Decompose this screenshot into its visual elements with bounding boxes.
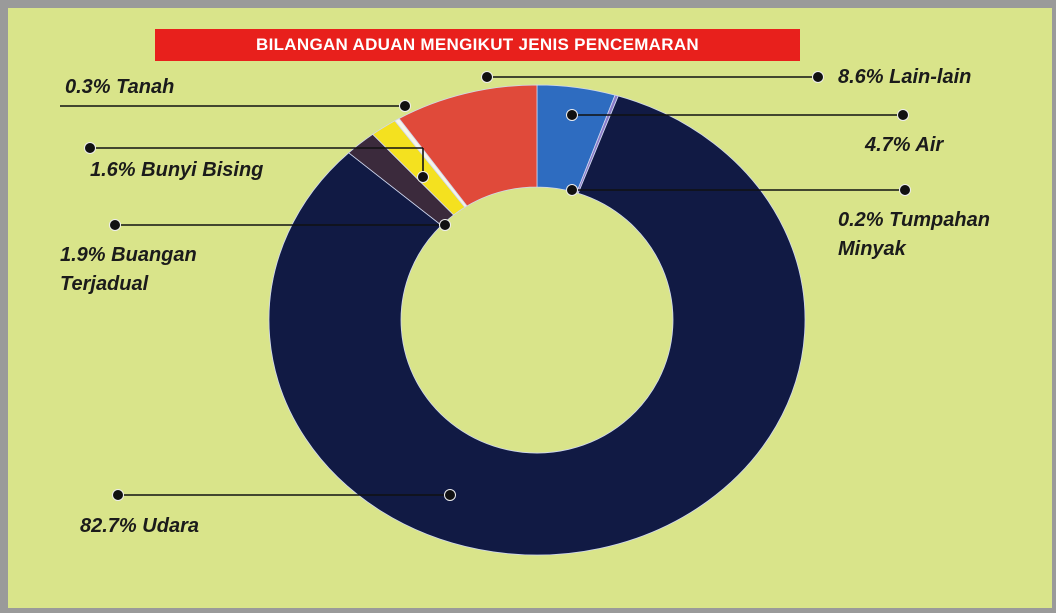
leader-dot xyxy=(899,184,911,196)
donut-segment xyxy=(398,84,538,207)
category-label: Air xyxy=(915,134,944,156)
leader-dot xyxy=(399,100,411,112)
value-label: 0.3% xyxy=(65,76,111,98)
leader-dot xyxy=(444,489,456,501)
leader-dot xyxy=(566,109,578,121)
leader-dot xyxy=(566,184,578,196)
leader-dot xyxy=(109,219,121,231)
category-label: Buangan Terjadual xyxy=(60,244,197,295)
category-label: Bunyi Bising xyxy=(141,159,264,181)
value-label: 4.7% xyxy=(865,134,911,156)
data-label: 82.7% Udara xyxy=(80,512,280,541)
value-label: 8.6% xyxy=(838,66,884,88)
donut-segment xyxy=(268,95,806,556)
data-label: 1.9% Buangan Terjadual xyxy=(60,241,235,299)
leader-dot xyxy=(417,171,429,183)
data-label: 1.6% Bunyi Bising xyxy=(90,156,350,185)
leader-dot xyxy=(84,142,96,154)
data-label: 0.3% Tanah xyxy=(65,73,285,102)
category-label: Tumpahan Minyak xyxy=(838,209,990,260)
data-label: 0.2% Tumpahan Minyak xyxy=(838,206,1018,264)
category-label: Lain-lain xyxy=(889,66,972,88)
value-label: 82.7% xyxy=(80,515,137,537)
data-label: 4.7% Air xyxy=(865,131,985,160)
leader-dot xyxy=(481,71,493,83)
value-label: 0.2% xyxy=(838,209,884,231)
value-label: 1.6% xyxy=(90,159,136,181)
data-label: 8.6% Lain-lain xyxy=(838,63,1056,92)
category-label: Udara xyxy=(142,515,199,537)
leader-dot xyxy=(439,219,451,231)
leader-dot xyxy=(897,109,909,121)
leader-dot xyxy=(112,489,124,501)
category-label: Tanah xyxy=(116,76,175,98)
value-label: 1.9% xyxy=(60,244,106,266)
leader-dot xyxy=(812,71,824,83)
chart-title: BILANGAN ADUAN MENGIKUT JENIS PENCEMARAN xyxy=(155,29,800,61)
